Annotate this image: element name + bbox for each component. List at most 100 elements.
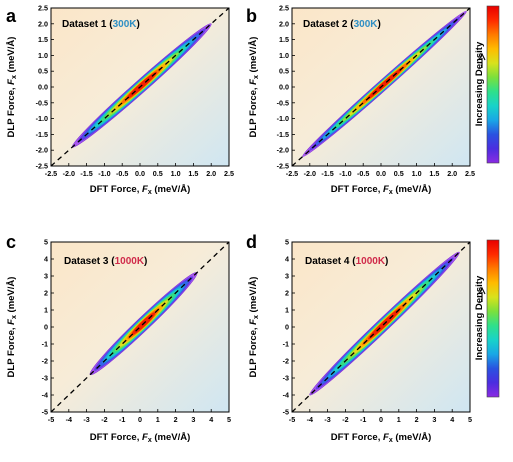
panel-label-a: a (6, 6, 17, 26)
y-tick-label-c-8: 3 (44, 272, 48, 281)
y-tick-label-d-5: 0 (285, 323, 289, 332)
y-tick-label-d-1: -4 (283, 391, 289, 400)
x-tick-label-a-7: 1.0 (171, 169, 181, 178)
x-tick-label-c-8: 3 (191, 415, 195, 424)
y-tick-label-d-9: 4 (285, 255, 289, 264)
y-tick-label-c-7: 2 (44, 289, 48, 298)
panel-a: a Dataset 1 (300K) -2.5 -2.0 -1.5 -1.0 -0.5 0… (6, 4, 234, 197)
y-tick-label-b-7: 1.0 (279, 51, 289, 60)
colorbar-label-bottom: Increasing Density (474, 275, 485, 360)
colorbar-bottom: Increasing Density (474, 239, 500, 398)
y-tick-label-c-9: 4 (44, 255, 48, 264)
y-tick-label-d-7: 2 (285, 289, 289, 298)
y-tick-label-a-1: -2.0 (36, 146, 48, 155)
x-tick-label-c-2: -3 (83, 415, 89, 424)
x-ticks-c: -5 -4 -3 -2 -1 0 1 2 3 4 5 (48, 409, 231, 424)
y-tick-label-c-10: 5 (44, 238, 48, 247)
y-tick-label-a-8: 1.5 (38, 35, 48, 44)
x-tick-label-a-4: -0.5 (116, 169, 128, 178)
x-axis-label-d: DFT Force, Fx (meV/Å) (331, 432, 432, 444)
y-tick-label-a-5: 0.0 (38, 83, 48, 92)
y-tick-label-a-4: -0.5 (36, 98, 48, 107)
x-tick-label-a-3: -1.0 (98, 169, 110, 178)
x-tick-label-c-6: 1 (156, 415, 160, 424)
x-tick-label-b-1: -2.0 (304, 169, 316, 178)
x-tick-label-d-4: -1 (360, 415, 366, 424)
x-tick-label-b-0: -2.5 (286, 169, 298, 178)
colorbar-top: Increasing Density (474, 5, 500, 164)
x-tick-label-a-0: -2.5 (45, 169, 57, 178)
y-ticks-a: -2.5 -2.0 -1.5 -1.0 -0.5 0.0 0.5 1.0 1.5 2.0 2.5 (36, 4, 54, 171)
dataset-title-d: Dataset 4 (1000K) (305, 256, 388, 267)
y-tick-label-a-9: 2.0 (38, 19, 48, 28)
x-tick-label-d-6: 1 (397, 415, 401, 424)
x-tick-label-b-3: -1.0 (339, 169, 351, 178)
x-tick-label-c-10: 5 (227, 415, 231, 424)
x-tick-label-d-1: -4 (307, 415, 313, 424)
y-tick-label-c-6: 1 (44, 306, 48, 315)
x-tick-label-d-0: -5 (289, 415, 295, 424)
panel-label-d: d (246, 232, 257, 252)
panel-label-c: c (6, 232, 16, 252)
colorbar-arrow-bottom (478, 286, 486, 302)
x-tick-label-b-8: 1.5 (429, 169, 439, 178)
x-tick-label-d-3: -2 (342, 415, 348, 424)
y-ticks-c: -5 -4 -3 -2 -1 0 1 2 3 4 5 (42, 238, 54, 417)
y-tick-label-b-9: 2.0 (279, 19, 289, 28)
y-tick-label-c-4: -1 (42, 340, 48, 349)
x-tick-label-a-2: -1.5 (80, 169, 92, 178)
x-tick-label-c-7: 2 (174, 415, 178, 424)
x-tick-label-d-2: -3 (324, 415, 330, 424)
dataset-temp-c: 1000K (115, 256, 145, 267)
y-axis-label-d: DLP Force, Fx (meV/Å) (248, 277, 260, 378)
y-tick-label-b-2: -1.5 (277, 130, 289, 139)
panel-c: c Dataset 3 (1000K) -5 -4 -3 -2 -1 0 1 2 3 4 5 -5-… (6, 232, 231, 444)
dataset-name-c: Dataset 3 (64, 256, 109, 267)
y-tick-label-d-3: -2 (283, 357, 289, 366)
panel-b: b Dataset 2 (300K) -2.5 -2.0 -1.5 -1.0 -0.5 0… (246, 4, 475, 197)
x-tick-label-b-2: -1.5 (321, 169, 333, 178)
y-tick-label-a-0: -2.5 (36, 162, 48, 171)
dataset-title-c: Dataset 3 (1000K) (64, 256, 147, 267)
y-tick-label-a-3: -1.0 (36, 114, 48, 123)
y-tick-label-d-8: 3 (285, 272, 289, 281)
y-tick-label-a-2: -1.5 (36, 130, 48, 139)
y-tick-label-d-4: -1 (283, 340, 289, 349)
x-axis-label-c: DFT Force, Fx (meV/Å) (90, 432, 191, 444)
x-tick-label-d-10: 5 (468, 415, 472, 424)
y-tick-label-d-10: 5 (285, 238, 289, 247)
dataset-name-a: Dataset 1 (62, 19, 107, 30)
x-ticks-d: -5 -4 -3 -2 -1 0 1 2 3 4 5 (289, 409, 472, 424)
x-tick-label-a-6: 0.5 (153, 169, 163, 178)
x-tick-label-c-9: 4 (209, 415, 213, 424)
y-ticks-b: -2.5 -2.0 -1.5 -1.0 -0.5 0.0 0.5 1.0 1.5 2.0 2.5 (277, 4, 295, 171)
x-tick-label-b-4: -0.5 (357, 169, 369, 178)
y-tick-label-a-7: 1.0 (38, 51, 48, 60)
y-tick-label-c-5: 0 (44, 323, 48, 332)
x-axis-label-b: DFT Force, Fx (meV/Å) (331, 184, 432, 196)
y-tick-label-b-6: 0.5 (279, 67, 289, 76)
colorbar-label-top: Increasing Density (474, 41, 485, 126)
y-tick-label-d-0: -5 (283, 408, 289, 417)
x-axis-label-a: DFT Force, Fx (meV/Å) (90, 184, 191, 196)
x-tick-label-b-5: 0.0 (376, 169, 386, 178)
panel-label-b: b (246, 6, 257, 26)
y-tick-label-b-5: 0.0 (279, 83, 289, 92)
x-tick-label-d-8: 3 (432, 415, 436, 424)
y-ticks-d: -5 -4 -3 -2 -1 0 1 2 3 4 5 (283, 238, 295, 417)
dataset-title-a: Dataset 1 (300K) (62, 19, 140, 30)
x-tick-label-a-8: 1.5 (188, 169, 198, 178)
y-axis-label-c: DLP Force, Fx (meV/Å) (6, 277, 18, 378)
y-tick-label-b-4: -0.5 (277, 98, 289, 107)
y-tick-label-c-0: -5 (42, 408, 48, 417)
y-axis-label-a: DLP Force, Fx (meV/Å) (6, 37, 18, 138)
x-tick-label-d-9: 4 (450, 415, 454, 424)
dataset-temp-a: 300K (113, 19, 138, 30)
y-tick-label-b-0: -2.5 (277, 162, 289, 171)
colorbar-arrow-top (478, 52, 486, 68)
x-tick-label-c-0: -5 (48, 415, 54, 424)
x-ticks-a: -2.5 -2.0 -1.5 -1.0 -0.5 0.0 0.5 1.0 1.5 2.0 2.5 (45, 163, 234, 178)
y-tick-label-b-10: 2.5 (279, 4, 289, 13)
